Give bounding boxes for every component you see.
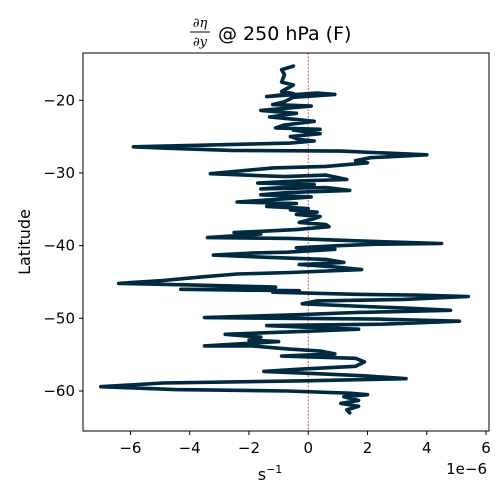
x-axis: −6 −4 −2 0 2 4 6	[119, 431, 491, 457]
y-axis-label: Latitude	[15, 209, 34, 275]
x-tick-label: −4	[179, 439, 201, 457]
x-tick-label: −2	[238, 439, 260, 457]
x-tick-label: 4	[422, 439, 432, 457]
y-tick-label: −20	[43, 91, 75, 109]
y-tick-label: −50	[43, 309, 75, 327]
series-line-0	[99, 64, 471, 415]
x-axis-label-exponent: −1	[266, 463, 282, 476]
y-tick-label: −60	[43, 382, 75, 400]
title-text: @ 250 hPa (F)	[218, 23, 351, 45]
plot-frame	[82, 52, 490, 432]
x-offset-label: 1e−6	[446, 460, 487, 478]
chart-title: ∂η ∂y @ 250 hPa (F)	[190, 16, 351, 50]
x-axis-label: s−1	[258, 463, 283, 484]
y-tick-label: −40	[43, 237, 75, 255]
x-tick-label: −6	[119, 439, 141, 457]
x-tick-label: 2	[363, 439, 373, 457]
y-axis: −20 −30 −40 −50 −60	[43, 91, 83, 400]
x-tick-label: 0	[303, 439, 313, 457]
title-numerator: ∂η	[193, 16, 208, 31]
title-denominator: ∂y	[193, 35, 208, 50]
y-tick-label: −30	[43, 164, 75, 182]
x-axis-label-base: s	[258, 465, 266, 484]
x-tick-label: 6	[481, 439, 491, 457]
series-layer	[99, 64, 471, 415]
